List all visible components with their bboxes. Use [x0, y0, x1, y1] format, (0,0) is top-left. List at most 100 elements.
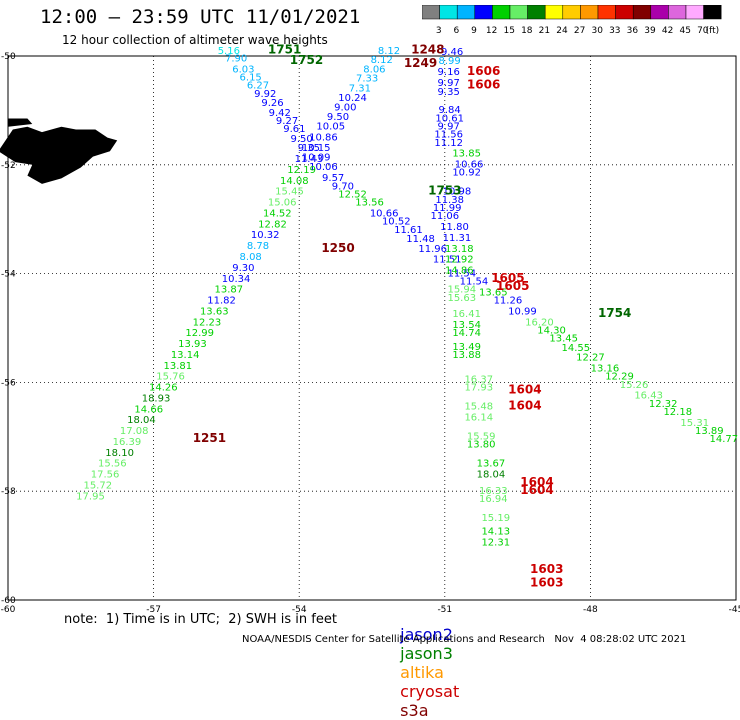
wave-height-label: 11.31 — [443, 233, 472, 244]
color-scale-label: 24 — [556, 26, 568, 36]
pass-time-label: 1754 — [598, 306, 631, 320]
wave-height-label: 13.89 — [695, 426, 724, 437]
color-scale-label: 6 — [454, 26, 460, 36]
wave-height-label: 17.08 — [120, 426, 149, 437]
color-scale-label: 9 — [471, 26, 477, 36]
wave-height-label: 13.63 — [200, 306, 229, 317]
wave-height-label: 15.26 — [620, 380, 649, 391]
chart-subtitle: 12 hour collection of altimeter wave hei… — [62, 33, 328, 47]
wave-height-label: 9.50 — [290, 134, 312, 145]
wave-height-label: 13.18 — [445, 244, 474, 255]
pass-time-label: 1603 — [530, 562, 563, 576]
wave-height-label: 6.27 — [247, 81, 269, 92]
color-scale-label: 36 — [627, 26, 639, 36]
wave-height-label: 12.52 — [338, 189, 367, 200]
wave-height-label: 11.99 — [433, 203, 462, 214]
wave-height-label: 8.12 — [371, 55, 393, 66]
wave-height-label: 9.26 — [261, 98, 283, 109]
legend-s3a: s3a — [400, 701, 429, 720]
wave-height-label: 14.08 — [280, 176, 309, 187]
pass-time-label: 1604 — [508, 382, 541, 396]
y-tick-label: -50 — [1, 52, 16, 62]
wave-height-label: 15.72 — [83, 480, 112, 491]
wave-height-label: 10.15 — [302, 143, 331, 154]
wave-height-label: 14.77 — [710, 434, 739, 445]
x-tick-label: -54 — [292, 605, 307, 615]
wave-height-label: 11.54 — [447, 268, 476, 279]
y-tick-label: -52 — [1, 161, 16, 171]
color-scale-label: 21 — [539, 26, 550, 36]
falkland-islands-land — [0, 126, 118, 184]
wave-height-label: 10.32 — [251, 230, 280, 241]
wave-height-label: 9.42 — [269, 108, 291, 119]
wave-height-label: 11.38 — [435, 195, 464, 206]
wave-height-label: 10.05 — [316, 121, 345, 132]
wave-height-label: 10.09 — [302, 152, 331, 163]
wave-height-label: 8.99 — [439, 56, 461, 67]
wave-height-label: 11.51 — [433, 255, 462, 266]
wave-height-label: 12.32 — [649, 399, 678, 410]
color-scale-label: 30 — [591, 26, 603, 36]
color-scale-label: 18 — [521, 26, 533, 36]
wave-height-label: 11.26 — [494, 296, 523, 307]
wave-height-label: 9.57 — [322, 173, 344, 184]
wave-height-label: 5.16 — [218, 46, 240, 57]
color-scale-label: 45 — [679, 26, 690, 36]
wave-height-label: 13.56 — [355, 198, 384, 209]
wave-height-label: 9.46 — [441, 47, 463, 58]
pass-time-label: 1604 — [508, 399, 541, 413]
wave-height-label: 7.90 — [225, 53, 247, 64]
wave-height-label: 15.94 — [447, 285, 476, 296]
wave-height-label: 9.61 — [283, 124, 305, 135]
wave-height-label: 6.03 — [232, 64, 254, 75]
wave-height-label: 13.45 — [549, 334, 578, 345]
color-scale-label: 15 — [503, 26, 514, 36]
color-swatch — [703, 5, 722, 20]
wave-height-label: 18.93 — [142, 393, 171, 404]
plot-frame — [7, 55, 737, 601]
wave-height-label: 8.08 — [240, 252, 262, 263]
wave-height-label: 12.19 — [287, 165, 316, 176]
wave-height-label: 14.74 — [452, 328, 481, 339]
pass-time-label: 1604 — [520, 483, 553, 497]
wave-height-label: 8.78 — [247, 241, 269, 252]
wave-height-label: 15.06 — [268, 198, 297, 209]
pass-time-label: 1605 — [496, 279, 529, 293]
wave-height-label: 16.43 — [634, 391, 663, 402]
wave-height-label: 10.98 — [443, 187, 472, 198]
wave-height-label: 14.30 — [537, 325, 566, 336]
legend-altika: altika — [400, 663, 444, 682]
wave-height-label: 13.65 — [479, 287, 508, 298]
wave-height-label: 11.48 — [406, 234, 435, 245]
color-scale-label: 42 — [662, 26, 673, 36]
wave-height-label: 13.88 — [452, 350, 481, 361]
color-scale-legend: 3 6 9 12 15 18 21 24 27 30 33 36 39 42 45 70(ft) — [422, 5, 722, 36]
wave-height-label: 9.70 — [332, 181, 354, 192]
wave-height-label: 16.37 — [464, 374, 493, 385]
wave-height-label: 11.56 — [434, 130, 463, 141]
wave-height-label: 14.13 — [481, 527, 510, 538]
y-tick-label: -58 — [1, 487, 16, 497]
wave-height-label: 10.06 — [309, 162, 338, 173]
pass-time-label: 1604 — [520, 475, 553, 489]
wave-height-label: 11.12 — [434, 138, 463, 149]
wave-height-label: 15.31 — [680, 418, 709, 429]
wave-height-label: 8.06 — [363, 64, 385, 75]
wave-height-label: 11.61 — [394, 225, 423, 236]
wave-height-label: 13.49 — [452, 342, 481, 353]
wave-height-label: 6.15 — [240, 72, 262, 83]
color-scale-label: 3 — [436, 26, 442, 36]
wave-height-label: 17.56 — [91, 470, 120, 481]
color-scale-label: (ft) — [706, 26, 720, 36]
pass-time-label: 1753 — [428, 184, 461, 198]
pass-time-label: 1751 — [268, 42, 301, 56]
wave-height-label: 17.95 — [76, 491, 105, 502]
wave-height-label: 16.39 — [113, 437, 142, 448]
wave-height-label: 13.54 — [452, 320, 481, 331]
wave-height-label: 12.27 — [576, 353, 605, 364]
wave-height-label: 11.43 — [295, 154, 324, 165]
wave-height-label: 17.93 — [464, 383, 493, 394]
wave-height-label: 9.84 — [439, 105, 461, 116]
pass-time-label: 1248 — [411, 42, 444, 56]
wave-height-label: 10.86 — [309, 132, 338, 143]
